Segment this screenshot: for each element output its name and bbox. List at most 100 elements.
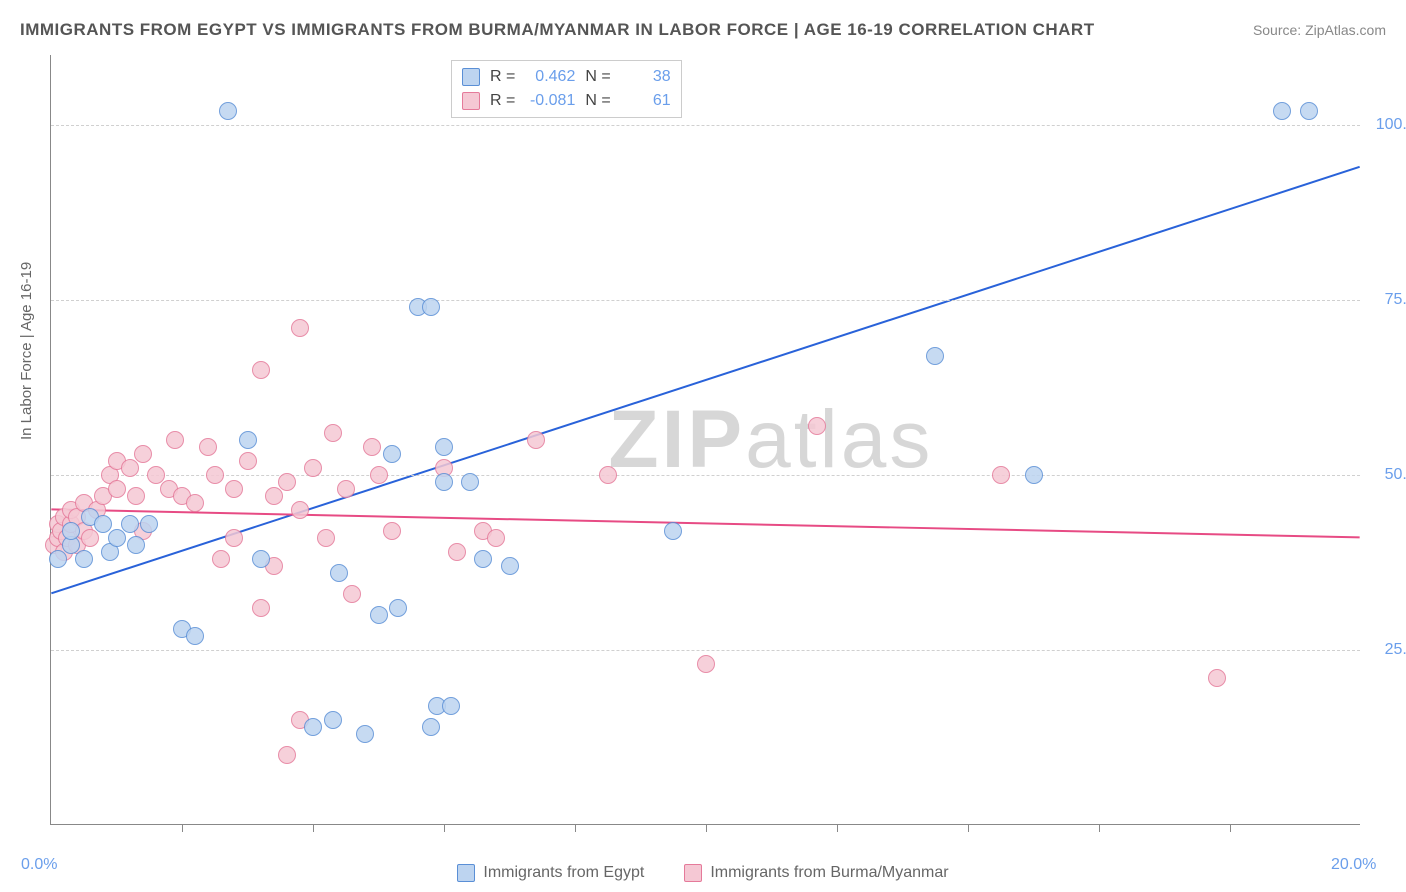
data-point-egypt [474, 550, 492, 568]
data-point-burma [291, 319, 309, 337]
data-point-egypt [186, 627, 204, 645]
data-point-burma [199, 438, 217, 456]
data-point-burma [206, 466, 224, 484]
data-point-burma [383, 522, 401, 540]
data-point-burma [599, 466, 617, 484]
data-point-egypt [127, 536, 145, 554]
x-minor-tick [968, 824, 969, 832]
x-minor-tick [837, 824, 838, 832]
data-point-burma [252, 361, 270, 379]
data-point-egypt [62, 522, 80, 540]
data-point-egypt [383, 445, 401, 463]
y-tick-label: 100.0% [1370, 116, 1406, 134]
data-point-egypt [461, 473, 479, 491]
watermark: ZIPatlas [609, 393, 934, 487]
data-point-egypt [435, 438, 453, 456]
legend-item-burma: Immigrants from Burma/Myanmar [684, 864, 948, 882]
stats-n-burma: 61 [621, 92, 671, 110]
data-point-burma [212, 550, 230, 568]
chart-title: IMMIGRANTS FROM EGYPT VS IMMIGRANTS FROM… [20, 20, 1095, 40]
data-point-burma [1208, 669, 1226, 687]
data-point-burma [304, 459, 322, 477]
data-point-egypt [140, 515, 158, 533]
data-point-burma [487, 529, 505, 547]
stats-n-egypt: 38 [621, 68, 671, 86]
data-point-egypt [121, 515, 139, 533]
data-point-burma [291, 501, 309, 519]
data-point-egypt [926, 347, 944, 365]
legend-label-egypt: Immigrants from Egypt [483, 864, 644, 882]
legend-label-burma: Immigrants from Burma/Myanmar [710, 864, 948, 882]
data-point-burma [225, 480, 243, 498]
x-minor-tick [1099, 824, 1100, 832]
data-point-burma [278, 746, 296, 764]
data-point-burma [697, 655, 715, 673]
data-point-burma [278, 473, 296, 491]
data-point-egypt [239, 431, 257, 449]
data-point-egypt [370, 606, 388, 624]
trend-line-burma [51, 509, 1359, 537]
data-point-burma [363, 438, 381, 456]
data-point-burma [370, 466, 388, 484]
grid-line-h [51, 300, 1360, 301]
data-point-burma [808, 417, 826, 435]
data-point-burma [134, 445, 152, 463]
data-point-burma [527, 431, 545, 449]
swatch-burma [462, 92, 480, 110]
x-minor-tick [1230, 824, 1231, 832]
data-point-egypt [664, 522, 682, 540]
stats-row-egypt: R = 0.462 N = 38 [462, 65, 671, 89]
data-point-burma [317, 529, 335, 547]
x-minor-tick [313, 824, 314, 832]
y-tick-label: 75.0% [1370, 291, 1406, 309]
data-point-burma [81, 529, 99, 547]
title-bar: IMMIGRANTS FROM EGYPT VS IMMIGRANTS FROM… [20, 20, 1386, 40]
y-tick-label: 50.0% [1370, 466, 1406, 484]
stats-row-burma: R = -0.081 N = 61 [462, 89, 671, 113]
data-point-burma [324, 424, 342, 442]
data-point-egypt [252, 550, 270, 568]
trend-line-egypt [51, 167, 1359, 593]
data-point-egypt [501, 557, 519, 575]
legend-item-egypt: Immigrants from Egypt [457, 864, 644, 882]
data-point-egypt [324, 711, 342, 729]
y-tick-label: 25.0% [1370, 641, 1406, 659]
data-point-burma [448, 543, 466, 561]
stats-n-label: N = [585, 68, 610, 86]
data-point-egypt [435, 473, 453, 491]
data-point-egypt [1025, 466, 1043, 484]
swatch-egypt [462, 68, 480, 86]
bottom-legend: Immigrants from Egypt Immigrants from Bu… [0, 864, 1406, 882]
data-point-burma [127, 487, 145, 505]
data-point-egypt [49, 550, 67, 568]
grid-line-h [51, 125, 1360, 126]
data-point-egypt [1300, 102, 1318, 120]
plot-area: ZIPatlas R = 0.462 N = 38 R = -0.081 N =… [50, 55, 1360, 825]
data-point-egypt [389, 599, 407, 617]
data-point-burma [225, 529, 243, 547]
stats-r-egypt: 0.462 [525, 68, 575, 86]
x-minor-tick [706, 824, 707, 832]
grid-line-h [51, 650, 1360, 651]
legend-swatch-burma [684, 864, 702, 882]
data-point-egypt [442, 697, 460, 715]
data-point-burma [186, 494, 204, 512]
data-point-burma [265, 487, 283, 505]
data-point-egypt [422, 718, 440, 736]
data-point-burma [337, 480, 355, 498]
data-point-egypt [330, 564, 348, 582]
x-minor-tick [575, 824, 576, 832]
data-point-burma [108, 480, 126, 498]
data-point-egypt [108, 529, 126, 547]
data-point-egypt [304, 718, 322, 736]
data-point-egypt [219, 102, 237, 120]
stats-n-label: N = [585, 92, 610, 110]
data-point-burma [239, 452, 257, 470]
x-minor-tick [444, 824, 445, 832]
x-minor-tick [182, 824, 183, 832]
data-point-burma [252, 599, 270, 617]
data-point-egypt [356, 725, 374, 743]
stats-r-burma: -0.081 [525, 92, 575, 110]
data-point-egypt [422, 298, 440, 316]
legend-swatch-egypt [457, 864, 475, 882]
